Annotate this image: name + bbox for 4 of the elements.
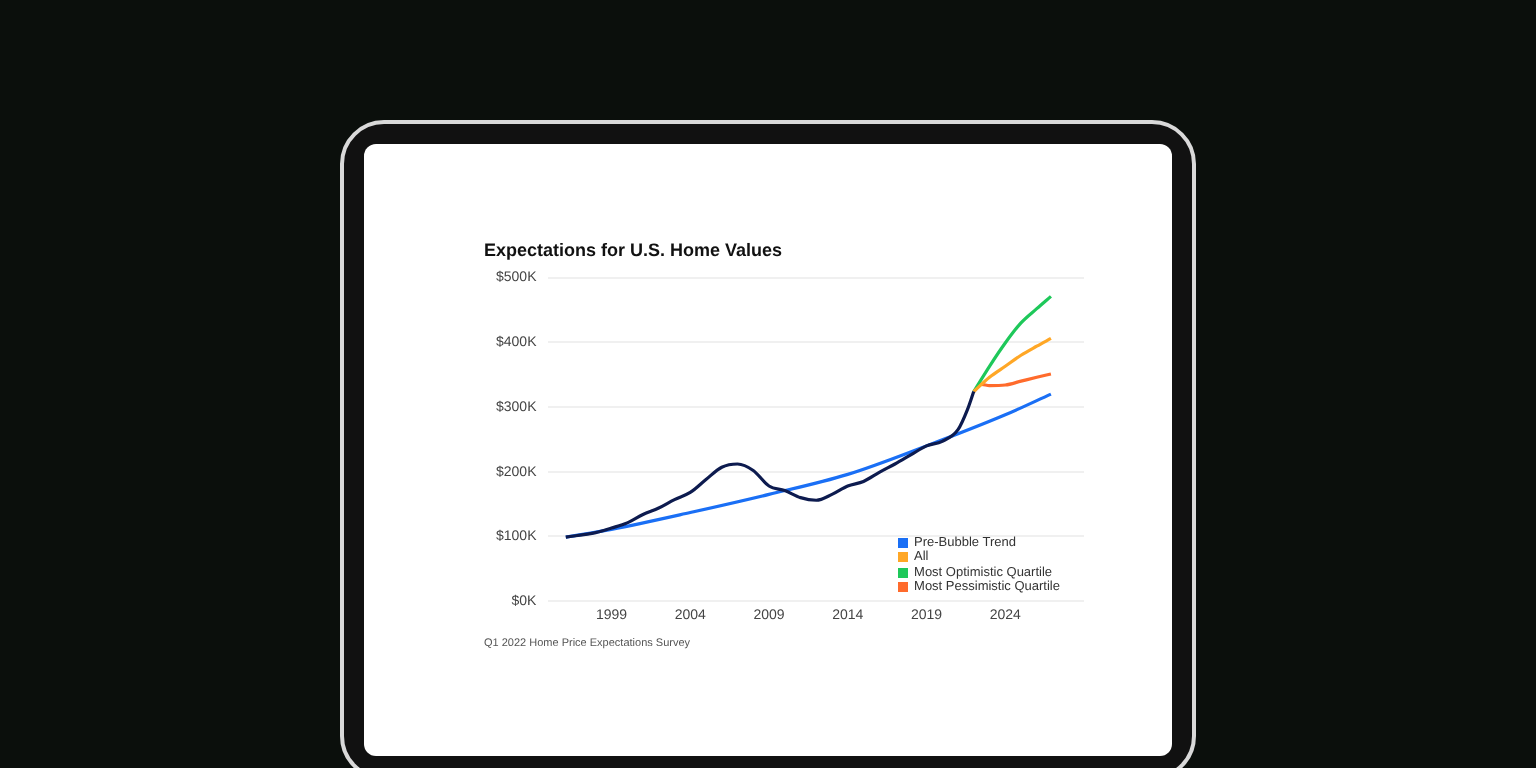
line-series	[972, 294, 1053, 394]
chart-title: Expectations for U.S. Home Values	[484, 239, 783, 260]
line-series	[972, 336, 1053, 394]
line-series	[564, 389, 976, 539]
